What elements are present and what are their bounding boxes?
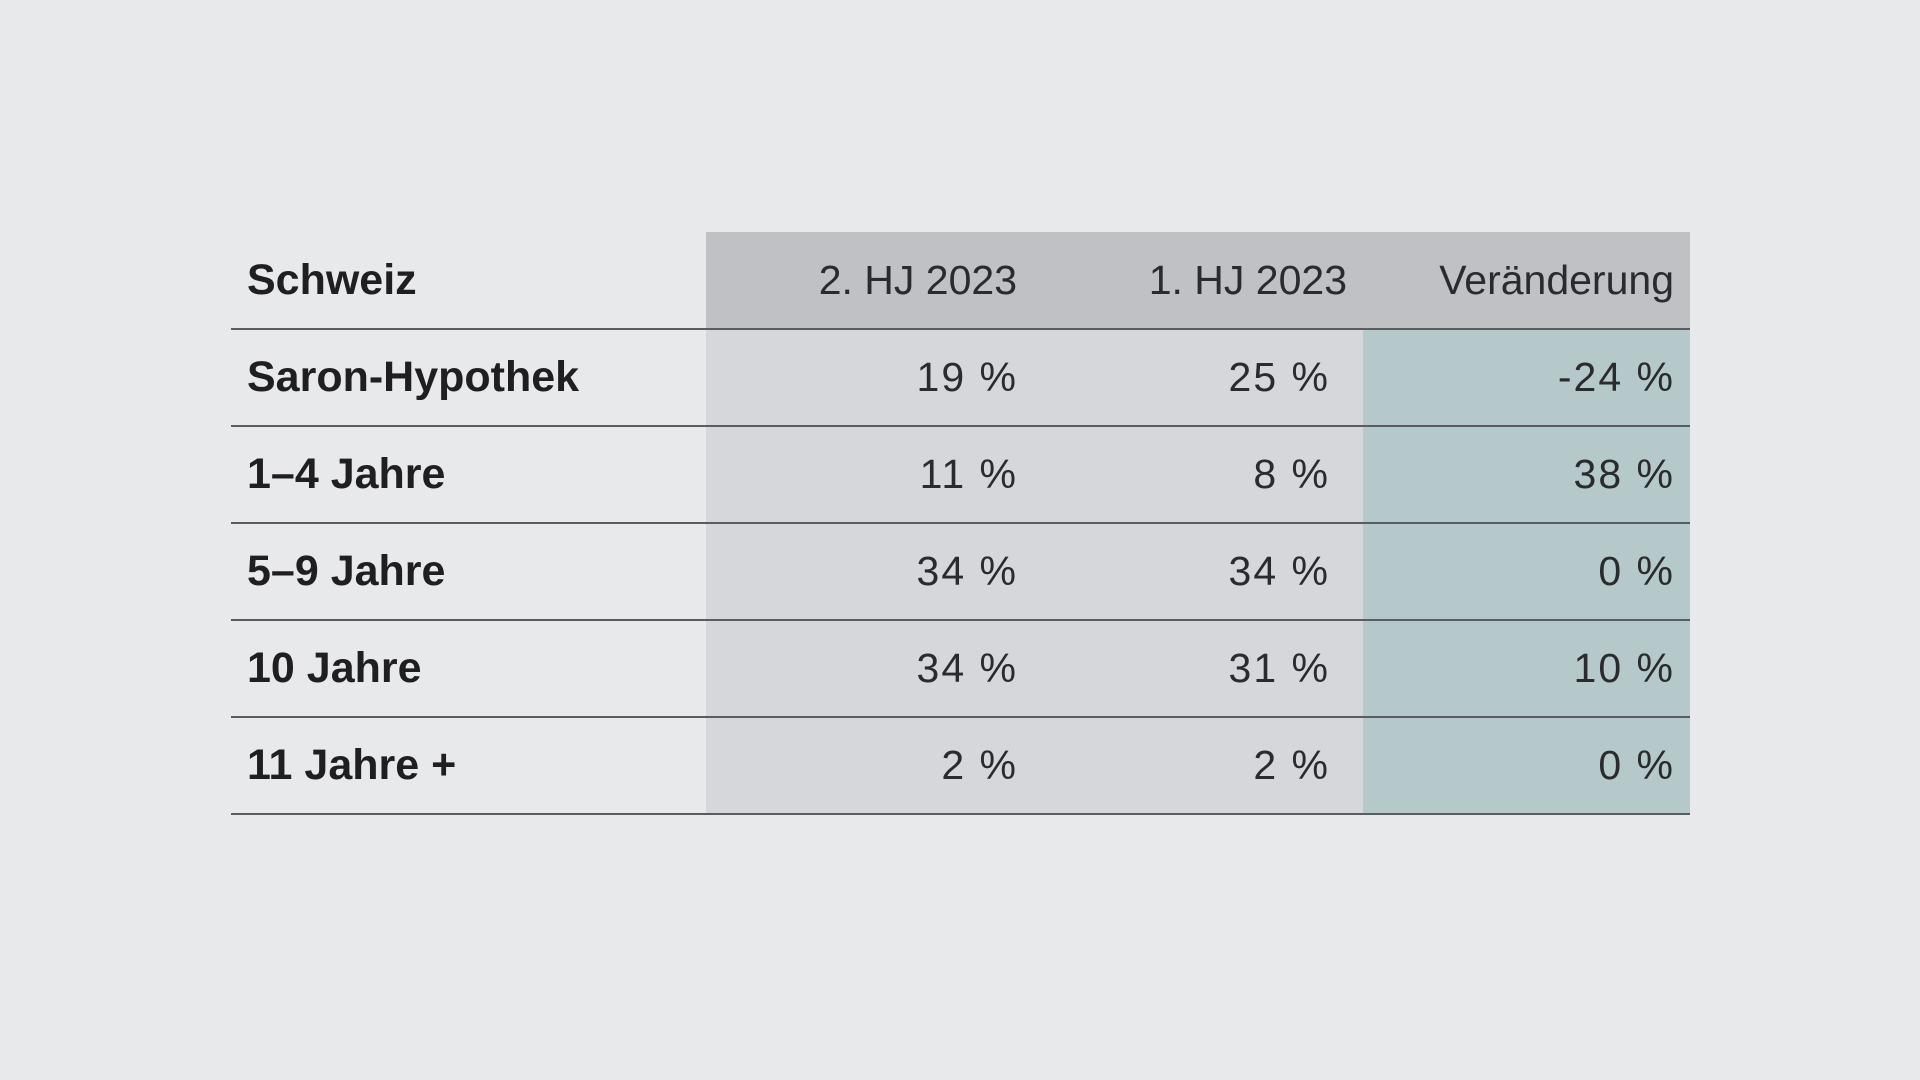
row-label: 5–9 Jahre	[231, 523, 706, 621]
table-row: 5–9 Jahre 34 % 34 % 0 %	[231, 523, 1690, 621]
column-header-1-hj-2023: 1. HJ 2023	[1034, 232, 1363, 330]
row-label: 10 Jahre	[231, 620, 706, 718]
value-1-hj-2023: 8 %	[1034, 426, 1363, 524]
value-2-hj-2023: 11 %	[706, 426, 1034, 524]
table-row: 11 Jahre + 2 % 2 % 0 %	[231, 717, 1690, 815]
table-header-row: Schweiz 2. HJ 2023 1. HJ 2023 Veränderun…	[231, 232, 1690, 330]
value-1-hj-2023: 25 %	[1034, 329, 1363, 427]
value-change: 0 %	[1363, 717, 1690, 815]
mortgage-table-panel: Schweiz 2. HJ 2023 1. HJ 2023 Veränderun…	[231, 232, 1690, 815]
row-label: Saron-Hypothek	[231, 329, 706, 427]
row-label: 11 Jahre +	[231, 717, 706, 815]
table-row: 10 Jahre 34 % 31 % 10 %	[231, 620, 1690, 718]
value-change: 0 %	[1363, 523, 1690, 621]
value-2-hj-2023: 34 %	[706, 523, 1034, 621]
value-change: 38 %	[1363, 426, 1690, 524]
table-row: 1–4 Jahre 11 % 8 % 38 %	[231, 426, 1690, 524]
value-change: -24 %	[1363, 329, 1690, 427]
value-2-hj-2023: 19 %	[706, 329, 1034, 427]
table-row: Saron-Hypothek 19 % 25 % -24 %	[231, 329, 1690, 427]
value-1-hj-2023: 31 %	[1034, 620, 1363, 718]
row-label: 1–4 Jahre	[231, 426, 706, 524]
column-header-2-hj-2023: 2. HJ 2023	[706, 232, 1034, 330]
value-2-hj-2023: 34 %	[706, 620, 1034, 718]
corner-label: Schweiz	[231, 232, 706, 330]
value-2-hj-2023: 2 %	[706, 717, 1034, 815]
value-change: 10 %	[1363, 620, 1690, 718]
value-1-hj-2023: 2 %	[1034, 717, 1363, 815]
value-1-hj-2023: 34 %	[1034, 523, 1363, 621]
mortgage-share-table: Schweiz 2. HJ 2023 1. HJ 2023 Veränderun…	[231, 232, 1690, 815]
column-header-change: Veränderung	[1363, 232, 1690, 330]
